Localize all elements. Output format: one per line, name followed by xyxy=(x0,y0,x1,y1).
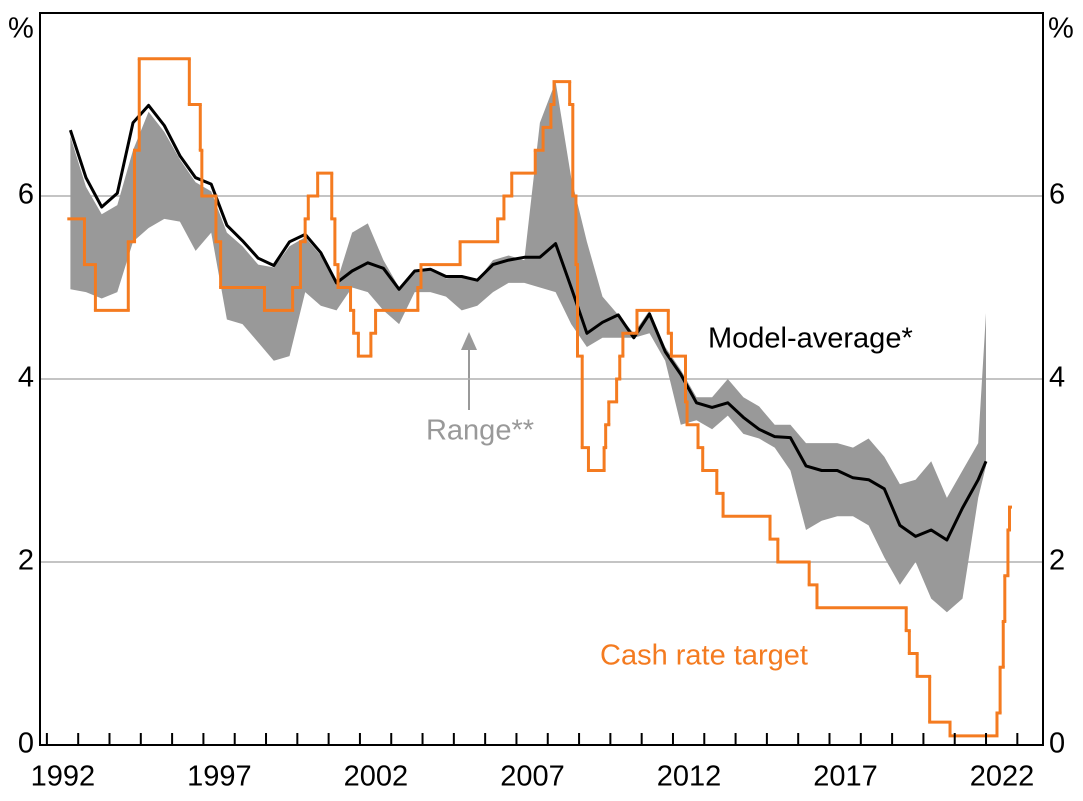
x-tick-label: 2007 xyxy=(500,761,565,793)
model-average-label: Model-average* xyxy=(708,323,913,355)
plot-frame xyxy=(39,12,1044,746)
x-tick-label: 1997 xyxy=(187,761,252,793)
y-tick-label: 4 xyxy=(18,362,34,394)
y-axis-label: % xyxy=(8,13,34,45)
y2-tick-label: 0 xyxy=(1049,728,1065,760)
range-arrow-head xyxy=(461,332,477,350)
cash-rate-riser xyxy=(82,58,1011,736)
y2-tick-label: 2 xyxy=(1049,545,1065,577)
x-tick-label: 2002 xyxy=(344,761,409,793)
x-tick-label: 2012 xyxy=(657,761,722,793)
x-tick-label: 2017 xyxy=(813,761,878,793)
y2-tick-label: 6 xyxy=(1049,179,1065,211)
model-average-line xyxy=(68,103,988,542)
x-tick-label: 1992 xyxy=(31,761,96,793)
x-tick-label: 2022 xyxy=(970,761,1035,793)
y2-tick-label: 4 xyxy=(1049,362,1065,394)
range-band xyxy=(70,81,986,613)
y-tick-label: 6 xyxy=(18,179,34,211)
y2-axis-label: % xyxy=(1048,13,1074,45)
range-label: Range** xyxy=(426,415,534,447)
cash-rate-label: Cash rate target xyxy=(600,640,808,672)
y-tick-label: 0 xyxy=(18,728,34,760)
y-tick-label: 2 xyxy=(18,545,34,577)
